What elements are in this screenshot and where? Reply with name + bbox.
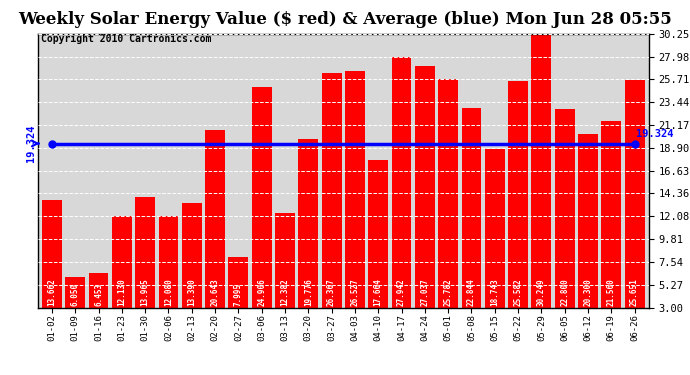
Text: 13.662: 13.662 <box>48 278 57 306</box>
Bar <box>182 203 201 308</box>
Text: 19.776: 19.776 <box>304 278 313 306</box>
Text: Copyright 2010 Cartronics.com: Copyright 2010 Cartronics.com <box>41 34 211 44</box>
Bar <box>508 81 528 308</box>
Bar <box>66 277 85 308</box>
Text: 27.037: 27.037 <box>420 278 429 306</box>
Text: 12.080: 12.080 <box>164 278 173 306</box>
Bar <box>322 73 342 308</box>
Bar <box>438 79 458 308</box>
Text: 6.453: 6.453 <box>94 283 103 306</box>
Text: 22.844: 22.844 <box>467 278 476 306</box>
Text: 25.582: 25.582 <box>513 278 522 306</box>
Text: 21.560: 21.560 <box>607 278 615 306</box>
Bar <box>368 160 388 308</box>
Bar <box>228 257 248 307</box>
Text: 13.390: 13.390 <box>187 278 196 306</box>
Bar <box>275 213 295 308</box>
Bar <box>555 109 575 308</box>
Text: 19.324: 19.324 <box>635 129 673 140</box>
Text: 20.643: 20.643 <box>210 278 219 306</box>
Text: 12.382: 12.382 <box>281 278 290 306</box>
Text: 13.965: 13.965 <box>141 278 150 306</box>
Bar <box>252 87 272 308</box>
Text: 18.743: 18.743 <box>491 278 500 306</box>
Bar <box>531 34 551 308</box>
Bar <box>88 273 108 308</box>
Bar <box>345 71 365 308</box>
Bar <box>602 121 621 308</box>
Bar <box>415 66 435 308</box>
Text: 26.367: 26.367 <box>327 278 336 306</box>
Text: 19.324: 19.324 <box>26 125 36 162</box>
Text: 6.050: 6.050 <box>71 283 80 306</box>
Text: 7.995: 7.995 <box>234 283 243 306</box>
Bar <box>205 130 225 308</box>
Text: 26.527: 26.527 <box>351 278 359 306</box>
Text: 25.651: 25.651 <box>630 278 639 306</box>
Text: 12.130: 12.130 <box>117 278 126 306</box>
Text: 24.906: 24.906 <box>257 278 266 306</box>
Bar <box>112 216 132 308</box>
Bar <box>392 57 411 308</box>
Bar <box>462 108 482 308</box>
Text: 27.942: 27.942 <box>397 278 406 306</box>
Bar <box>485 149 504 308</box>
Bar <box>298 139 318 308</box>
Text: 20.300: 20.300 <box>584 278 593 306</box>
Text: 30.249: 30.249 <box>537 278 546 306</box>
Bar <box>578 134 598 308</box>
Bar <box>135 197 155 308</box>
Bar <box>624 80 644 308</box>
Text: 25.782: 25.782 <box>444 278 453 306</box>
Text: 17.664: 17.664 <box>374 278 383 306</box>
Bar <box>42 200 62 308</box>
Text: 22.800: 22.800 <box>560 278 569 306</box>
Text: Weekly Solar Energy Value ($ red) & Average (blue) Mon Jun 28 05:55: Weekly Solar Energy Value ($ red) & Aver… <box>18 11 672 28</box>
Bar <box>159 216 179 308</box>
